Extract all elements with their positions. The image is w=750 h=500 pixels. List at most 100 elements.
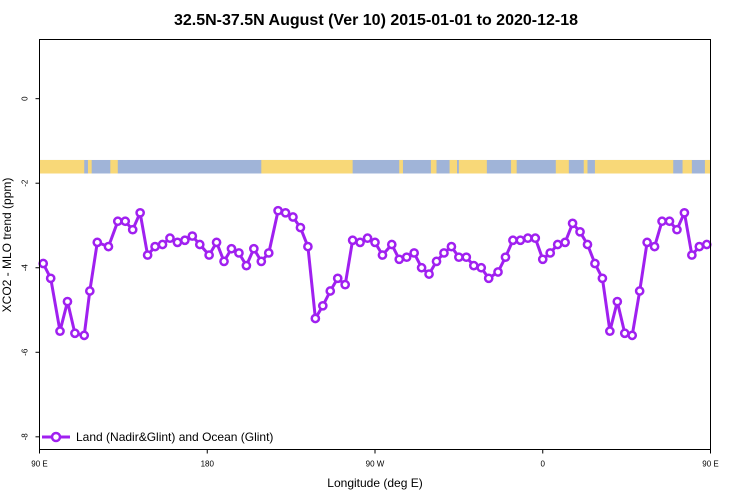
- x-tick-label: 180: [201, 460, 215, 469]
- data-point: [431, 256, 442, 267]
- y-tick-label: -8: [21, 433, 30, 441]
- data-point: [226, 243, 237, 254]
- land-segment: [458, 159, 487, 174]
- y-tick-label: -4: [21, 264, 30, 272]
- data-point: [92, 237, 103, 248]
- land-segment: [430, 159, 437, 174]
- data-point: [370, 237, 380, 248]
- data-point: [567, 218, 578, 229]
- data-point: [694, 241, 705, 252]
- data-point: [219, 256, 229, 267]
- data-point: [612, 296, 623, 307]
- data-point: [545, 248, 556, 258]
- data-point: [112, 216, 123, 227]
- data-point: [84, 286, 95, 296]
- data-point: [537, 254, 548, 265]
- data-point: [325, 286, 336, 296]
- data-point: [79, 330, 90, 341]
- data-point: [619, 328, 630, 339]
- data-point: [552, 239, 563, 250]
- data-point: [241, 260, 252, 271]
- data-point: [120, 216, 131, 227]
- data-point: [280, 207, 291, 218]
- data-point: [446, 241, 457, 252]
- data-point: [679, 207, 690, 218]
- data-point: [263, 248, 274, 258]
- land-segment: [682, 159, 692, 174]
- y-tick-label: 0: [21, 96, 30, 101]
- chart-title: 32.5N-37.5N August (Ver 10) 2015-01-01 t…: [174, 12, 578, 29]
- data-point: [187, 231, 198, 241]
- data-point: [701, 239, 712, 250]
- data-point: [508, 235, 518, 246]
- data-point: [409, 248, 419, 258]
- legend-marker-swatch: [50, 431, 62, 443]
- land-segment: [39, 159, 85, 174]
- data-point: [273, 205, 283, 216]
- data-point: [575, 226, 585, 237]
- land-segment: [87, 159, 92, 174]
- ocean-band: [39, 159, 711, 174]
- data-point: [310, 313, 321, 324]
- data-point: [45, 273, 56, 284]
- y-axis: 0 -2 -4 -6 -8: [21, 96, 40, 440]
- data-point: [150, 241, 160, 252]
- x-tick-label: 90 E: [702, 460, 718, 469]
- data-point: [211, 237, 222, 248]
- land-segment: [594, 159, 674, 174]
- data-point: [317, 300, 328, 311]
- data-point: [664, 216, 675, 227]
- land-segment: [110, 159, 118, 174]
- x-tick-label: 90 W: [366, 460, 385, 469]
- x-axis-label: Longitude (deg E): [327, 476, 422, 490]
- land-segment: [399, 159, 403, 174]
- land-segment: [511, 159, 517, 174]
- x-tick-label: 0: [541, 460, 546, 469]
- data-point: [582, 239, 593, 250]
- land-segment: [555, 159, 569, 174]
- data-point: [362, 233, 373, 244]
- data-point: [627, 330, 638, 341]
- data-point: [234, 248, 244, 258]
- plot-series: [38, 205, 712, 341]
- data-point: [454, 252, 464, 263]
- data-point: [288, 212, 298, 222]
- data-point: [476, 262, 487, 273]
- data-point: [597, 273, 608, 284]
- data-point: [649, 241, 660, 252]
- data-point: [295, 222, 306, 233]
- data-point: [439, 248, 449, 258]
- data-point: [204, 250, 214, 260]
- data-point: [38, 258, 49, 269]
- land-segment: [449, 159, 458, 174]
- data-point: [634, 286, 645, 296]
- data-point: [157, 239, 168, 250]
- land-segment: [704, 159, 711, 174]
- x-axis: 90 E 180 90 W 0 90 E: [31, 449, 719, 469]
- data-point: [355, 237, 365, 248]
- legend-entry-label: Land (Nadir&Glint) and Ocean (Glint): [76, 430, 273, 444]
- plot-frame: [39, 39, 711, 450]
- series-line: [41, 209, 708, 337]
- data-point: [62, 296, 73, 307]
- land-segment: [261, 159, 353, 174]
- data-point: [590, 258, 600, 269]
- data-point: [424, 269, 434, 279]
- data-point: [135, 207, 145, 218]
- data-point: [500, 252, 511, 263]
- data-point: [560, 237, 570, 248]
- data-point: [642, 237, 652, 248]
- data-point: [461, 252, 472, 263]
- data-point: [687, 250, 697, 260]
- data-point: [103, 241, 114, 252]
- data-point: [256, 256, 267, 267]
- data-point: [416, 262, 427, 273]
- data-point: [172, 237, 183, 248]
- data-point: [70, 328, 80, 339]
- y-tick-label: -2: [21, 179, 30, 187]
- data-point: [394, 254, 405, 265]
- data-point: [468, 260, 479, 271]
- data-point: [377, 250, 388, 260]
- data-point: [340, 279, 351, 290]
